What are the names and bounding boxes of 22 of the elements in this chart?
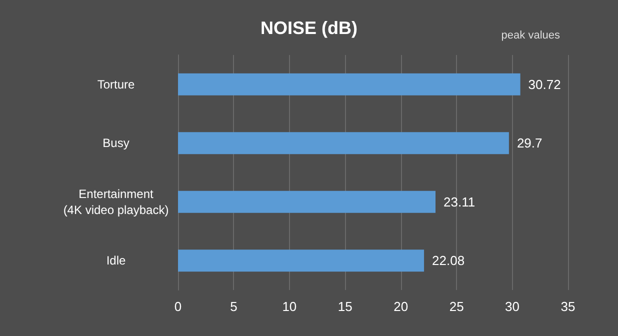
y-tick-label: Idle (106, 254, 126, 268)
bar (178, 250, 424, 272)
text: peak values (501, 30, 560, 42)
x-tick-label: 30 (505, 299, 520, 314)
chart-title: NOISE (dB) (260, 18, 358, 38)
x-tick-label: 35 (560, 299, 576, 314)
data-label: 30.72 (528, 76, 561, 92)
x-tick-label: 5 (230, 299, 238, 314)
data-label: 29.7 (516, 136, 542, 151)
y-tick-label: Entertainment (4K video playback) (63, 186, 169, 217)
x-tick-label: 20 (394, 299, 408, 314)
bar (178, 73, 520, 96)
y-tick-label: Busy (102, 136, 130, 150)
x-tick-label: 25 (449, 299, 464, 314)
bar (178, 190, 436, 213)
x-tick-label: 0 (174, 299, 182, 314)
data-label: 22.08 (432, 253, 465, 268)
y-tick-label: Torture (97, 77, 135, 92)
x-tick-label: 10 (282, 299, 297, 314)
bar (178, 132, 509, 154)
x-tick-label: 15 (338, 299, 352, 314)
data-label: 23.11 (444, 194, 476, 210)
